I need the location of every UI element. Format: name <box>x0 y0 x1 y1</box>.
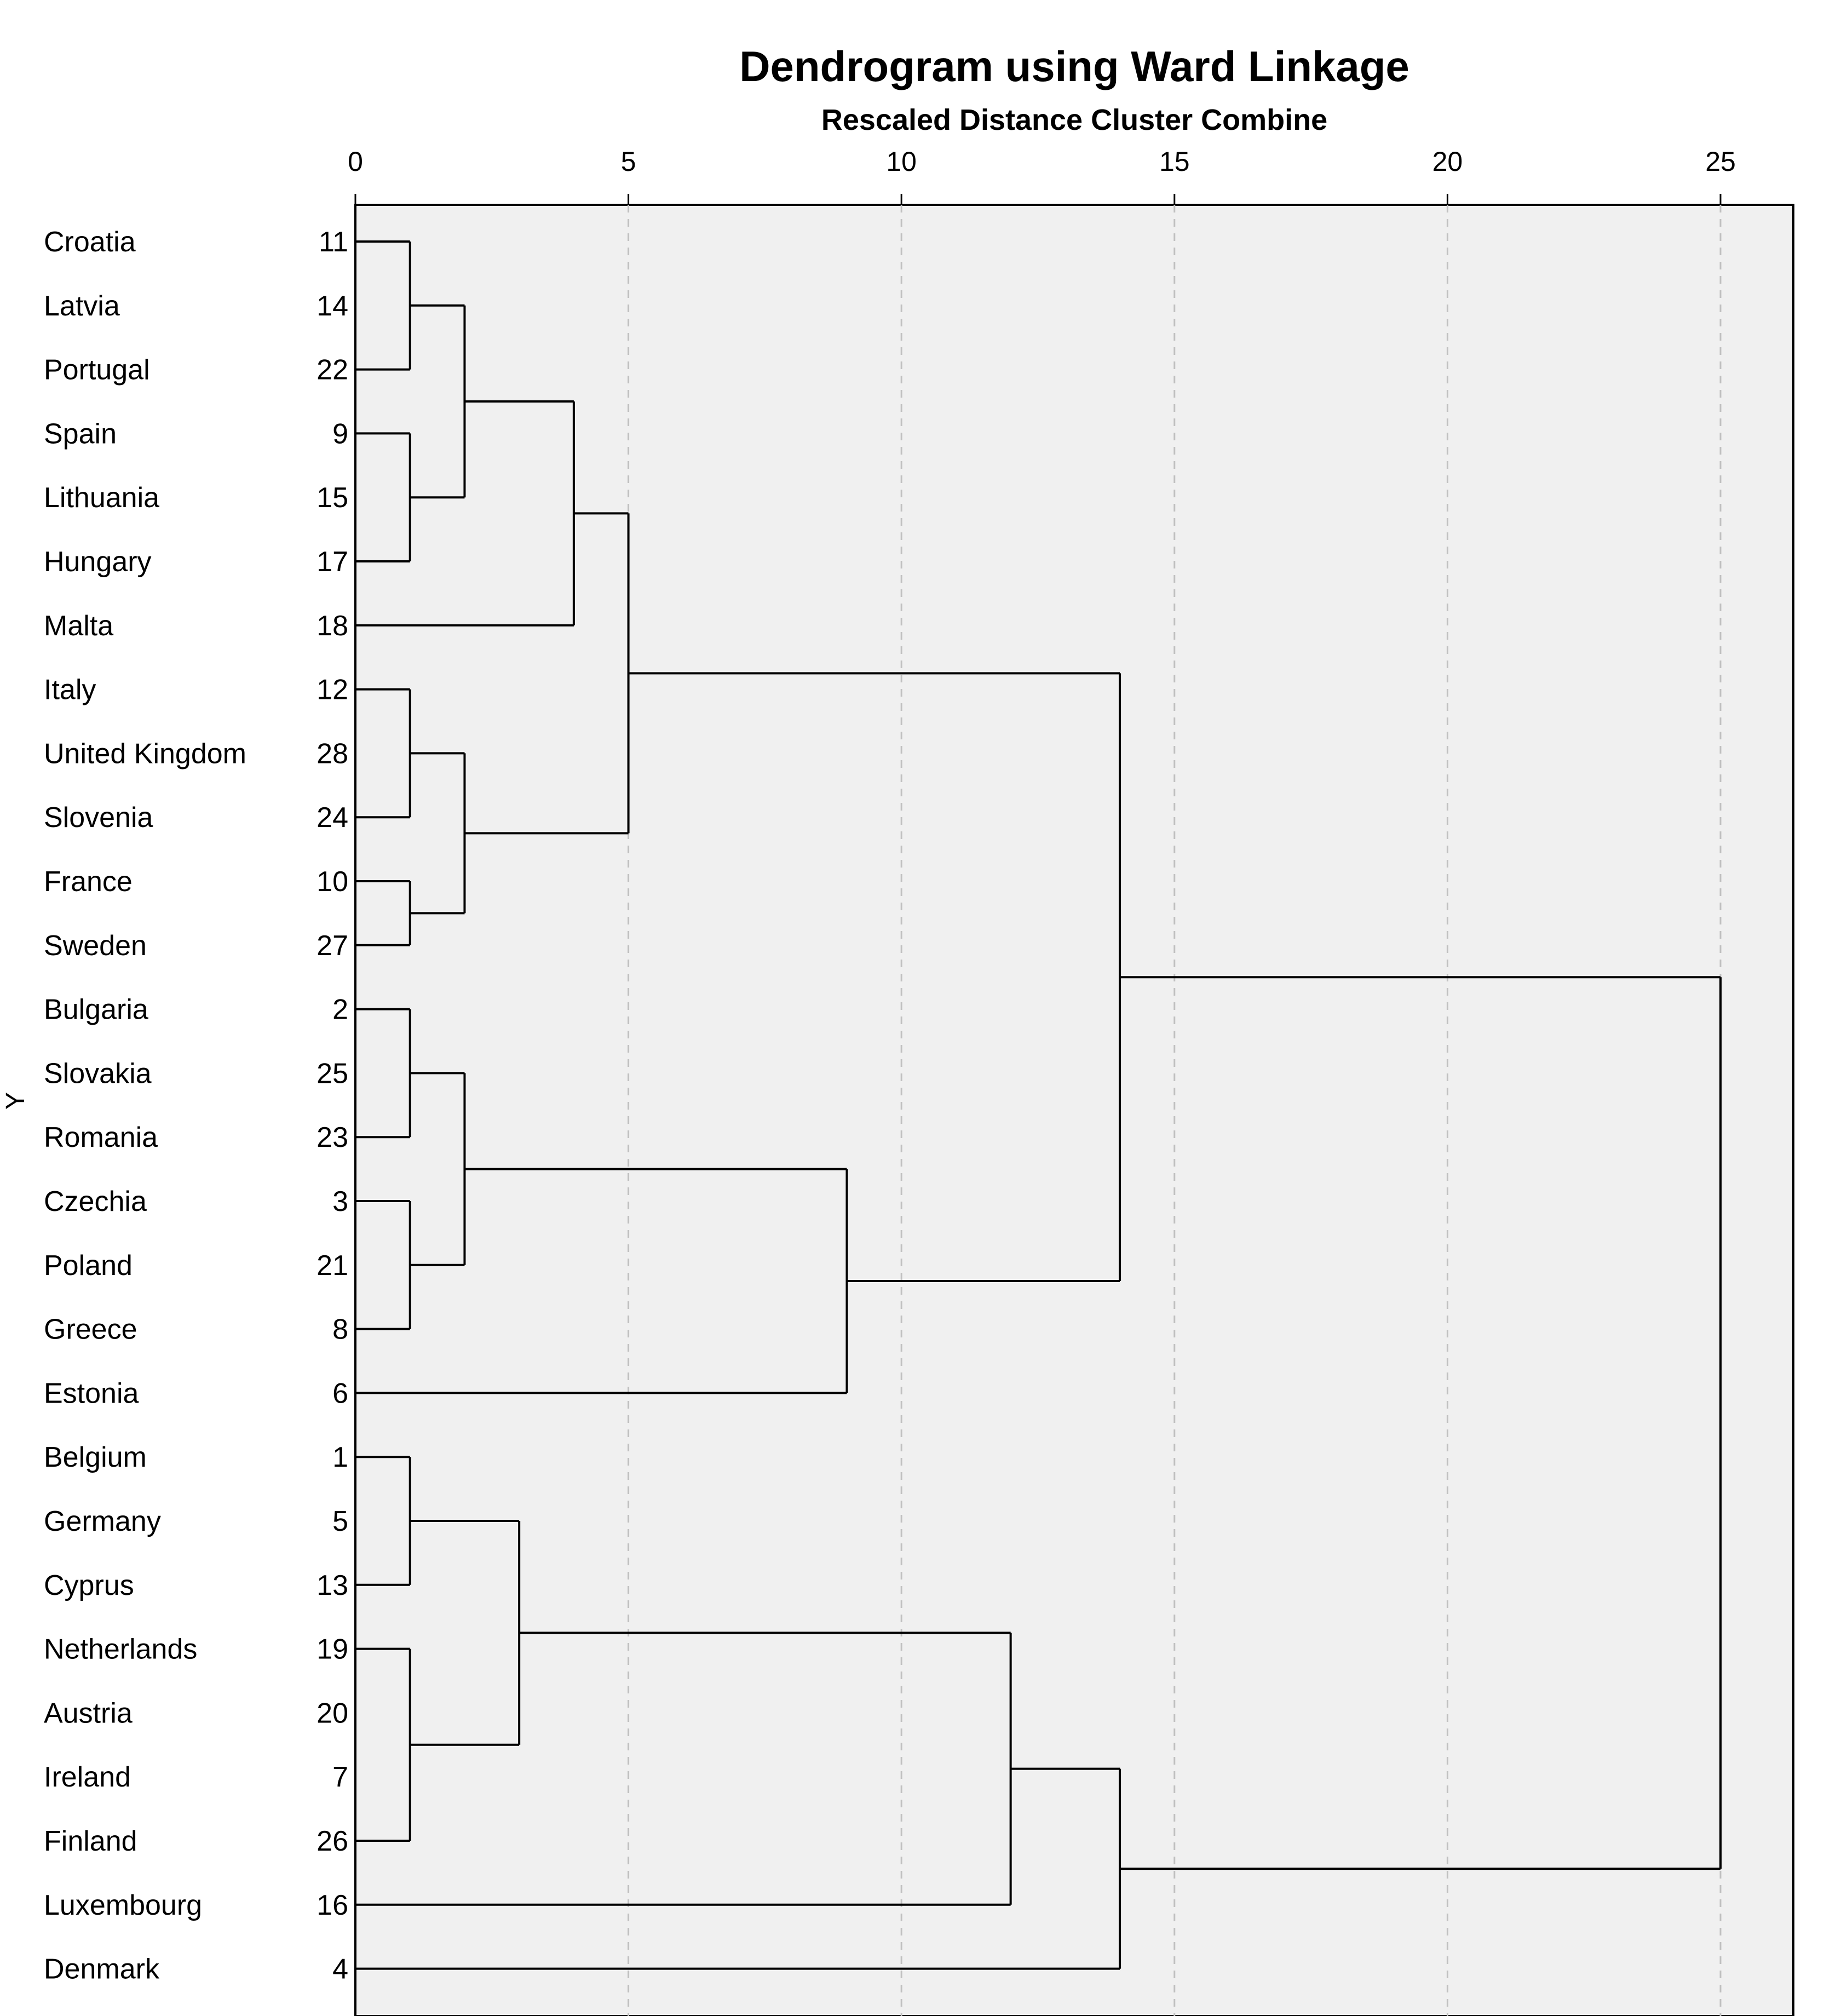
leaf-country-label: Belgium <box>44 1441 147 1473</box>
leaf-country-label: Italy <box>44 674 96 706</box>
leaf-country-label: Estonia <box>44 1377 139 1409</box>
leaf-case-number: 9 <box>332 418 348 450</box>
leaf-case-number: 14 <box>317 290 348 322</box>
leaf-country-label: United Kingdom <box>44 738 246 769</box>
dendrogram-links <box>355 240 1722 1970</box>
x-tick-label-10: 10 <box>886 146 917 177</box>
leaf-case-number: 2 <box>332 994 348 1026</box>
leaf-country-label: Croatia <box>44 226 136 258</box>
leaf-country-label: Czechia <box>44 1186 147 1217</box>
leaf-country-label: Sweden <box>44 930 147 962</box>
leaf-country-label: France <box>44 866 133 898</box>
leaf-country-label: Malta <box>44 610 113 642</box>
x-tick-label-20: 20 <box>1432 146 1463 177</box>
x-tick-label-5: 5 <box>621 146 636 177</box>
x-tick-label-0: 0 <box>348 146 363 177</box>
leaf-case-number: 21 <box>317 1250 348 1282</box>
leaf-case-number: 16 <box>317 1889 348 1921</box>
leaf-country-label: Slovenia <box>44 802 153 834</box>
leaf-country-label: Latvia <box>44 290 120 322</box>
plot-background <box>354 204 1794 2016</box>
leaf-case-number: 4 <box>332 1954 348 1985</box>
leaf-country-label: Germany <box>44 1506 161 1537</box>
leaf-case-number: 27 <box>317 930 348 962</box>
chart-title: Dendrogram using Ward Linkage <box>739 42 1409 90</box>
leaf-country-label: Romania <box>44 1122 158 1153</box>
leaf-case-number: 15 <box>317 482 348 514</box>
y-axis-label: Y <box>1 1092 30 1110</box>
leaf-case-number: 26 <box>317 1825 348 1857</box>
leaf-case-number: 1 <box>332 1441 348 1473</box>
leaf-country-label: Finland <box>44 1825 137 1857</box>
leaf-case-number: 18 <box>317 610 348 642</box>
leaf-country-label: Slovakia <box>44 1058 152 1089</box>
chart-subtitle: Rescaled Distance Cluster Combine <box>821 104 1327 136</box>
leaf-country-label: Spain <box>44 418 117 450</box>
leaf-country-label: Cyprus <box>44 1570 134 1601</box>
leaf-case-number: 25 <box>317 1058 348 1089</box>
leaf-case-number: 22 <box>317 354 348 386</box>
leaf-case-number: 8 <box>332 1314 348 1346</box>
leaf-country-label: Bulgaria <box>44 994 148 1026</box>
leaf-case-number: 6 <box>332 1377 348 1409</box>
leaf-country-label: Luxembourg <box>44 1889 202 1921</box>
leaf-case-number: 23 <box>317 1122 348 1153</box>
leaf-country-label: Poland <box>44 1250 133 1282</box>
leaf-case-number: 12 <box>317 674 348 706</box>
leaf-case-number: 28 <box>317 738 348 769</box>
x-tick-label-25: 25 <box>1705 146 1736 177</box>
leaf-country-label: Netherlands <box>44 1634 197 1665</box>
leaf-case-number: 19 <box>317 1634 348 1665</box>
x-tick-label-15: 15 <box>1159 146 1190 177</box>
leaf-case-number: 7 <box>332 1761 348 1793</box>
leaf-country-label: Austria <box>44 1697 133 1729</box>
gridlines <box>628 205 1722 2016</box>
leaf-case-number: 10 <box>317 866 348 898</box>
leaf-case-number: 3 <box>332 1186 348 1217</box>
leaf-country-label: Hungary <box>44 546 152 578</box>
leaf-country-label: Denmark <box>44 1954 160 1985</box>
leaf-country-label: Lithuania <box>44 482 159 514</box>
leaf-case-number: 20 <box>317 1697 348 1729</box>
leaf-country-label: Portugal <box>44 354 150 386</box>
leaf-country-label: Ireland <box>44 1761 131 1793</box>
leaf-case-number: 13 <box>317 1570 348 1601</box>
leaf-case-number: 11 <box>319 226 348 258</box>
x-axis: 0 5 10 15 20 25 <box>348 146 1736 205</box>
leaf-case-number: 5 <box>332 1506 348 1537</box>
leaf-country-label: Greece <box>44 1314 137 1346</box>
leaf-case-number: 17 <box>317 546 348 578</box>
leaf-case-number: 24 <box>317 802 348 834</box>
